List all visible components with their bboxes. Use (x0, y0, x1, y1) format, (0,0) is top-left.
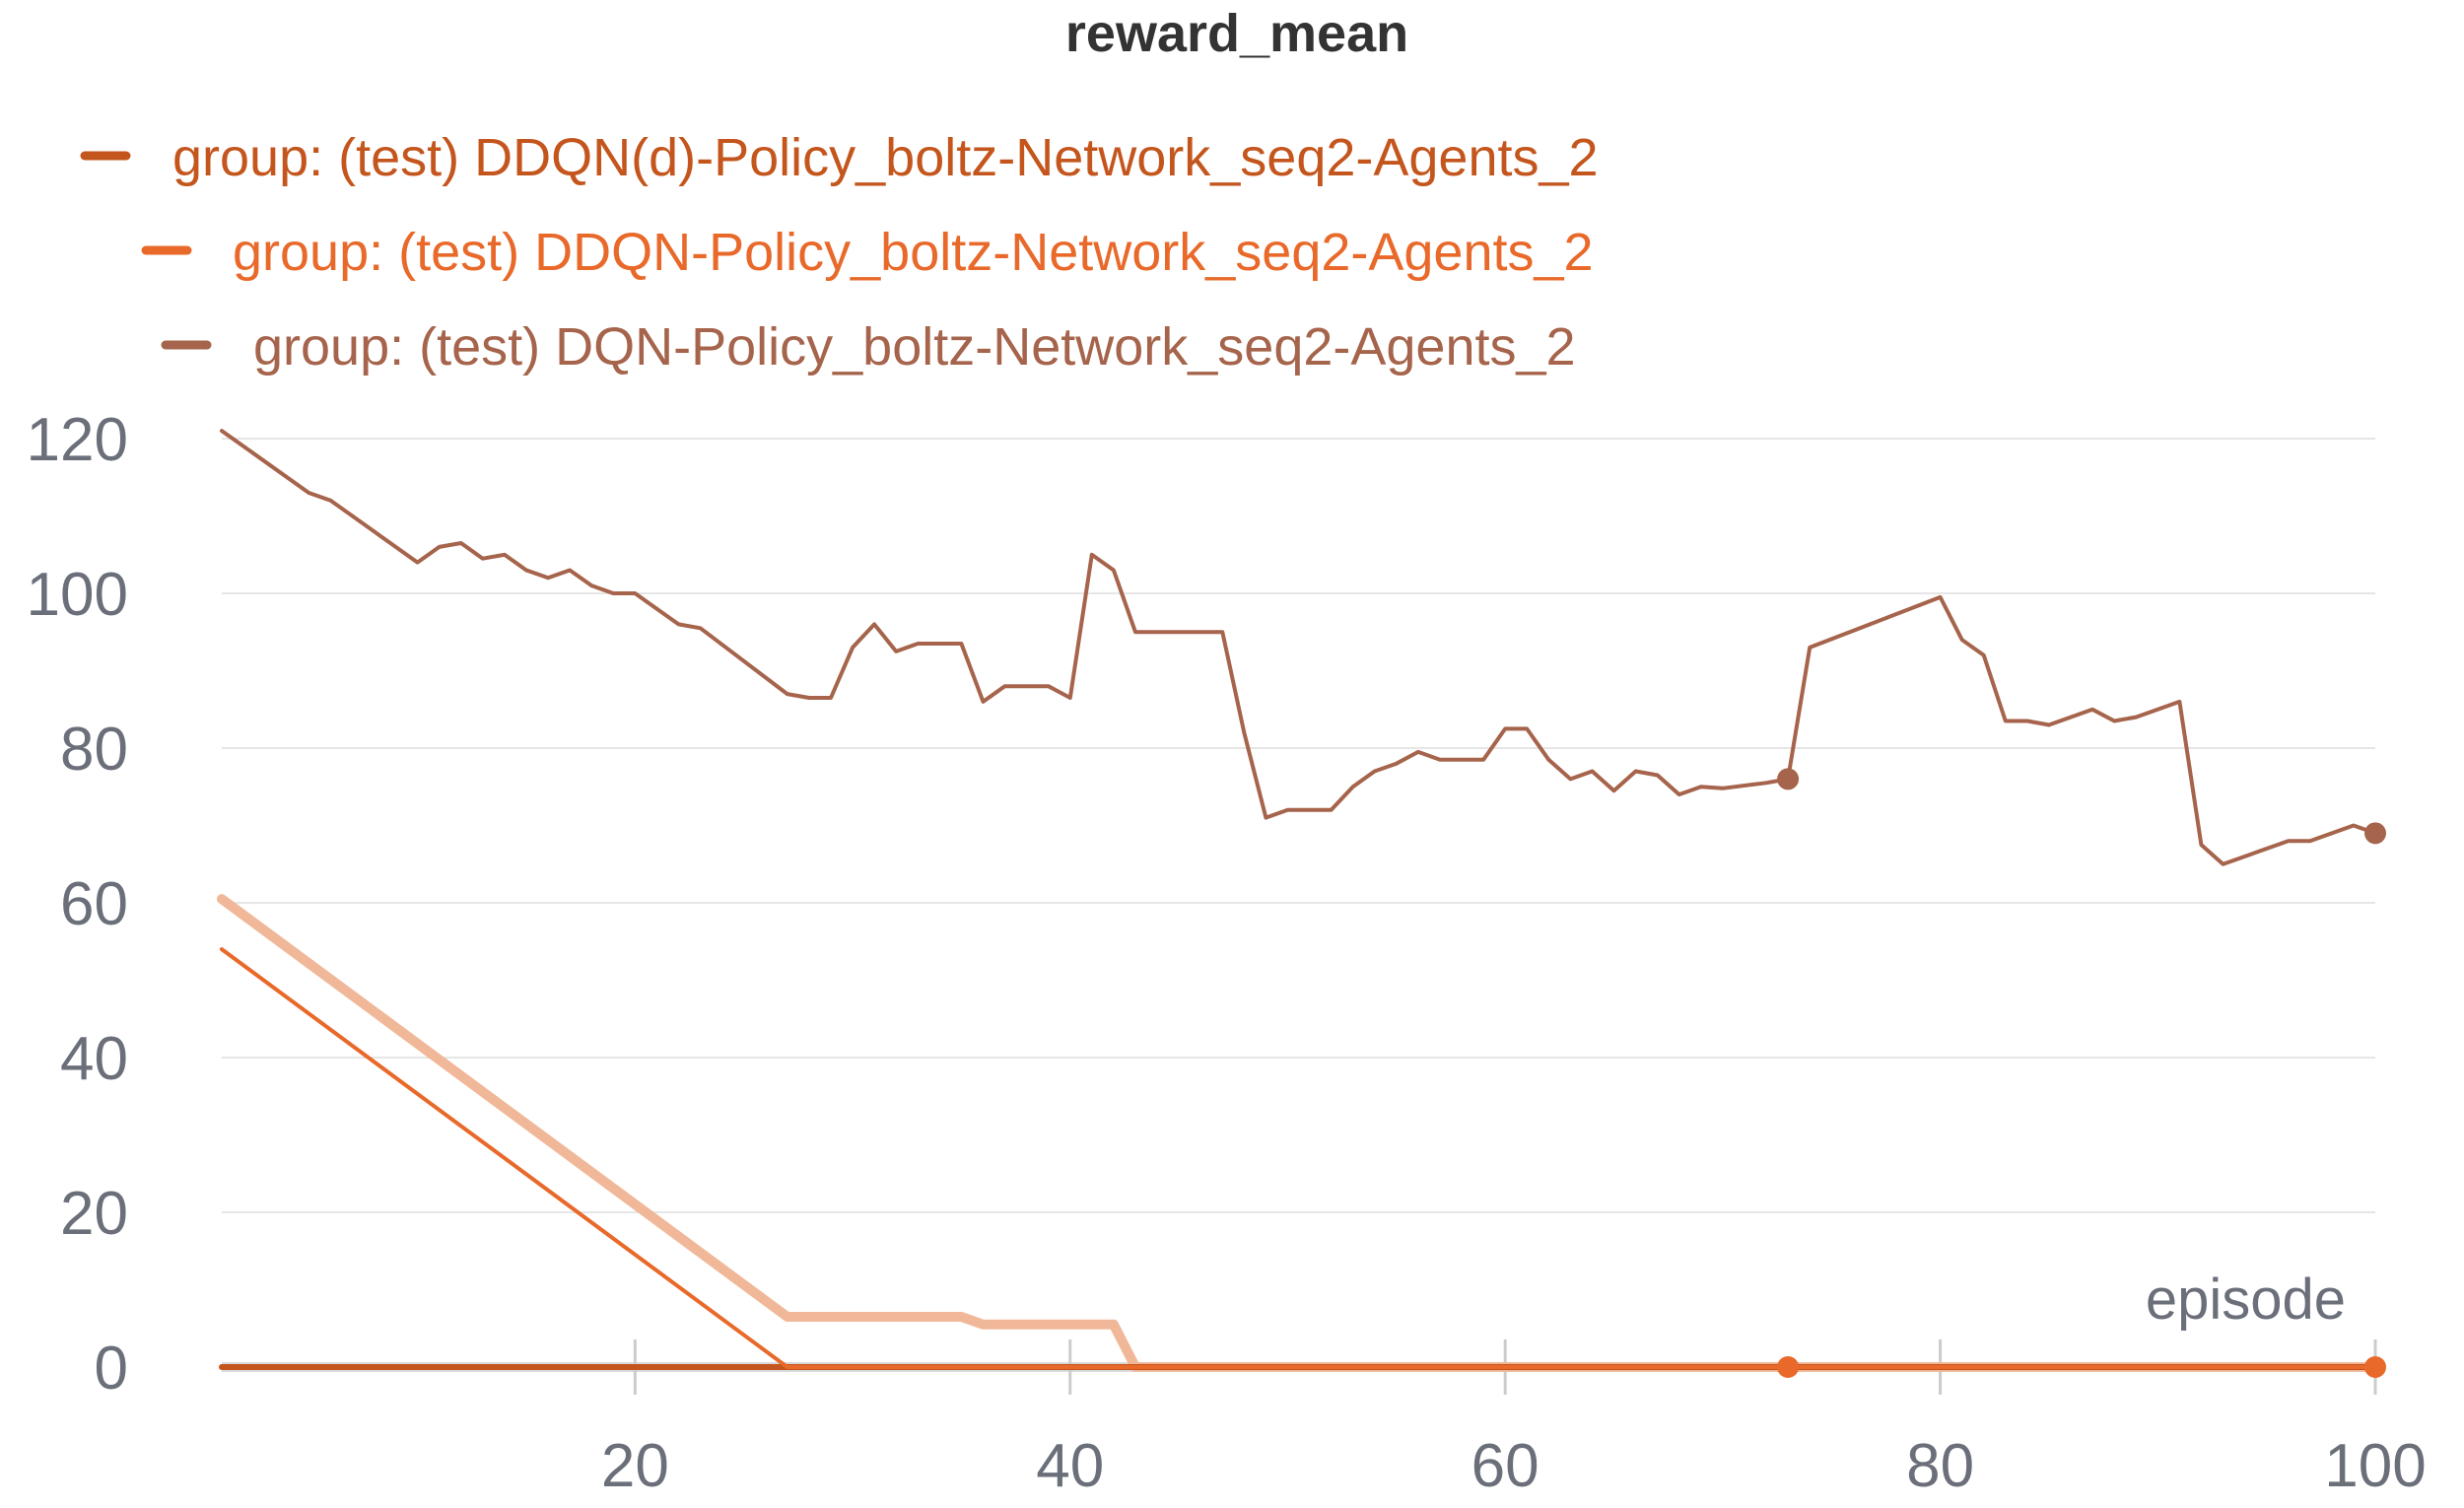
x-tick-label: 80 (1906, 1432, 1974, 1500)
series-marker-3 (2364, 822, 2386, 845)
y-tick-label: 60 (60, 870, 128, 938)
x-tick-label: 60 (1472, 1432, 1540, 1500)
y-tick-label: 100 (27, 561, 128, 629)
y-axis: 0 20 40 60 80 100 120 (27, 406, 128, 1403)
legend: group: (test) DDQN(d)-Policy_boltz-Netwo… (80, 128, 1599, 377)
y-tick-label: 80 (60, 716, 128, 784)
y-tick-label: 20 (60, 1180, 128, 1248)
series-line-2 (220, 947, 2377, 1369)
series-marker-2 (1777, 1356, 1800, 1378)
legend-label-1: group: (test) DDQN(d)-Policy_boltz-Netwo… (172, 128, 1599, 187)
legend-label-2: group: (test) DDQN-Policy_boltz-Network_… (233, 223, 1594, 282)
series-marker-2 (2364, 1356, 2386, 1378)
series-marker-3 (1777, 768, 1800, 790)
x-axis-label: episode (2146, 1268, 2346, 1332)
series-layer (217, 429, 2386, 1378)
x-tick-label: 40 (1036, 1432, 1104, 1500)
series-line-4 (217, 894, 2380, 1372)
y-tick-label: 40 (60, 1025, 128, 1093)
y-tick-label: 120 (27, 406, 128, 474)
series-line-3 (220, 429, 2377, 866)
y-tick-label: 0 (95, 1335, 128, 1403)
x-tick-label: 100 (2324, 1432, 2426, 1500)
x-tick-label: 20 (601, 1432, 669, 1500)
chart-title: reward_mean (1065, 4, 1408, 63)
legend-label-3: group: (test) DQN-Policy_boltz-Network_s… (253, 317, 1576, 377)
